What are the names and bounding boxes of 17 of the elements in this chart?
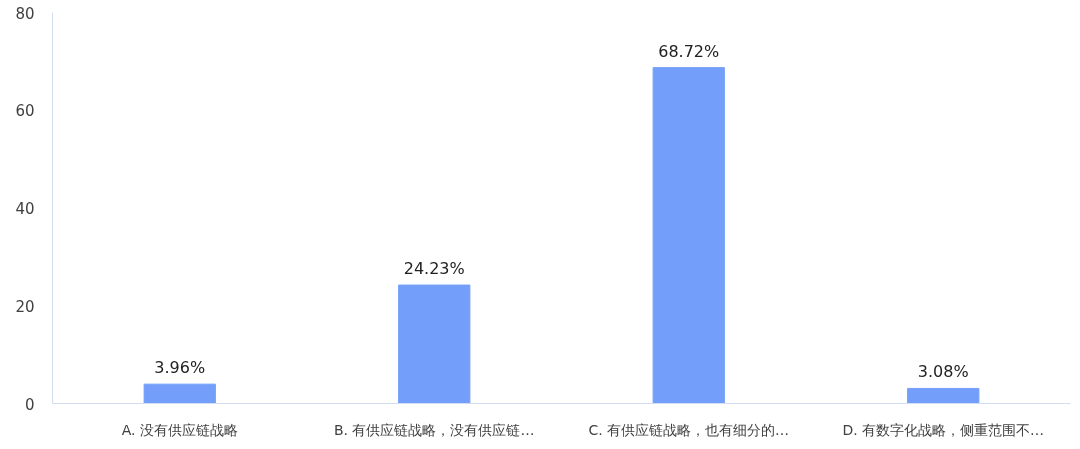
x-tick-label: D. 有数字化战略，侧重范围不… bbox=[842, 421, 1045, 438]
data-label: 68.72% bbox=[658, 41, 720, 61]
x-tick-label: C. 有供应链战略，也有细分的… bbox=[588, 421, 790, 438]
bar bbox=[907, 387, 980, 404]
y-tick-label: 20 bbox=[15, 297, 35, 316]
data-label: 24.23% bbox=[403, 259, 465, 279]
x-tick-label: A. 没有供应链战略 bbox=[121, 421, 238, 438]
y-tick-label: 40 bbox=[15, 200, 35, 218]
bar bbox=[652, 67, 725, 404]
y-tick-label: 80 bbox=[15, 4, 35, 23]
bar bbox=[143, 383, 216, 404]
bar bbox=[398, 284, 471, 404]
y-tick-label: 60 bbox=[15, 102, 35, 121]
data-label: 3.96% bbox=[154, 358, 206, 378]
data-label: 3.08% bbox=[917, 362, 969, 382]
y-tick-label: 0 bbox=[24, 395, 35, 414]
x-tick-label: B. 有供应链战略，没有供应链… bbox=[334, 421, 535, 438]
